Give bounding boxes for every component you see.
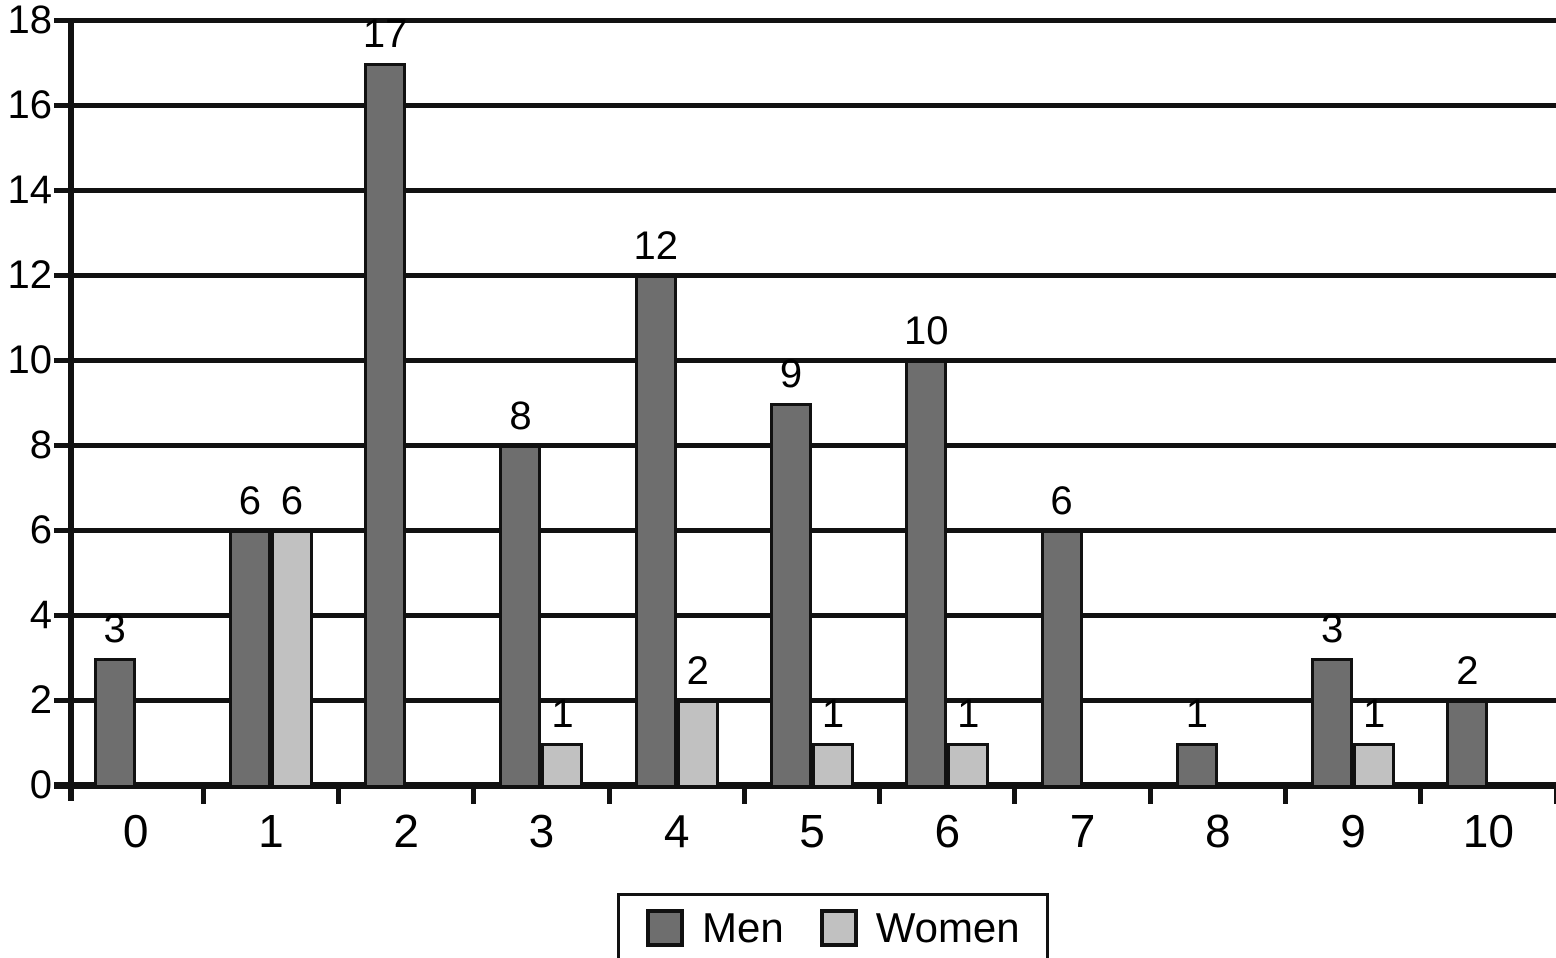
bar-men xyxy=(499,445,542,788)
x-tick-label: 5 xyxy=(799,805,825,857)
bar-value-label: 1 xyxy=(821,691,845,736)
bar-value-label: 2 xyxy=(1456,649,1479,693)
x-axis-tick xyxy=(877,785,883,804)
bar-men xyxy=(364,62,407,788)
legend-swatch-women xyxy=(819,909,858,947)
y-tick-label: 6 xyxy=(29,508,52,552)
bar-men xyxy=(93,657,136,788)
y-tick-label: 2 xyxy=(29,678,52,722)
bar-value-label: 3 xyxy=(1320,606,1344,651)
gridline xyxy=(54,187,1556,193)
bar-value-label: 10 xyxy=(904,309,949,353)
bar-men xyxy=(1446,700,1489,788)
x-tick-label: 7 xyxy=(1069,805,1096,857)
bar-value-label: 8 xyxy=(509,394,532,438)
y-tick-label: 10 xyxy=(7,338,53,382)
x-axis-tick xyxy=(606,785,612,804)
gridline xyxy=(54,272,1556,278)
bar-women xyxy=(812,742,854,788)
bar-women xyxy=(270,530,313,788)
legend: Men Women xyxy=(617,893,1049,958)
legend-item-men: Men xyxy=(646,905,784,951)
y-tick-label: 16 xyxy=(7,83,53,127)
bar-value-label: 12 xyxy=(633,224,678,268)
bar-women xyxy=(676,700,719,788)
bar-men xyxy=(770,402,812,788)
x-tick-label: 0 xyxy=(122,805,149,857)
bar-value-label: 1 xyxy=(551,691,574,736)
x-tick-label: 6 xyxy=(934,805,961,857)
bar-men xyxy=(1311,657,1354,788)
bar-women xyxy=(1353,742,1396,788)
x-axis-tick xyxy=(1147,785,1153,804)
y-tick-label: 12 xyxy=(7,253,53,297)
x-tick-label: 1 xyxy=(258,805,284,857)
bar-value-label: 17 xyxy=(362,11,408,56)
x-axis-tick xyxy=(741,785,747,804)
bar-men xyxy=(228,530,271,788)
bar-men xyxy=(1040,530,1083,788)
gridline xyxy=(54,357,1556,363)
legend-label-women: Women xyxy=(875,904,1020,951)
bar-women xyxy=(947,742,990,788)
x-axis-tick xyxy=(1553,785,1556,804)
x-tick-label: 10 xyxy=(1462,805,1514,857)
legend-swatch-men xyxy=(646,909,684,947)
bar-value-label: 6 xyxy=(1050,479,1073,523)
x-axis-tick xyxy=(1418,785,1424,804)
bar-value-label: 6 xyxy=(280,479,304,523)
bar-women xyxy=(541,742,584,788)
x-axis-tick xyxy=(336,785,342,804)
y-tick-label: 14 xyxy=(7,168,53,212)
gridline xyxy=(54,102,1556,108)
x-tick-label: 4 xyxy=(663,805,690,857)
y-tick-label: 0 xyxy=(29,763,52,807)
bar-men xyxy=(1175,742,1218,788)
bar-value-label: 1 xyxy=(1185,691,1208,736)
y-tick-label: 18 xyxy=(7,0,53,42)
x-axis-tick xyxy=(471,785,477,804)
x-tick-label: 2 xyxy=(393,805,419,857)
bar-value-label: 3 xyxy=(103,606,126,651)
x-tick-label: 3 xyxy=(528,805,555,857)
bar-value-label: 6 xyxy=(238,479,262,523)
gridline xyxy=(54,17,1556,23)
y-tick-label: 4 xyxy=(29,593,52,637)
x-tick-label: 8 xyxy=(1205,805,1231,857)
bar-value-label: 1 xyxy=(1362,691,1386,736)
bar-value-label: 9 xyxy=(779,351,803,396)
y-tick-label: 8 xyxy=(29,423,52,467)
legend-item-women: Women xyxy=(819,904,1020,951)
x-tick-label: 9 xyxy=(1340,805,1366,857)
bar-men xyxy=(905,360,948,788)
bar-value-label: 1 xyxy=(957,691,980,736)
x-axis-tick xyxy=(1012,785,1018,804)
x-axis-tick xyxy=(200,785,206,804)
x-axis-tick xyxy=(1282,785,1288,804)
y-axis-line xyxy=(68,20,74,801)
bar-value-label: 2 xyxy=(686,649,709,693)
bar-men xyxy=(634,275,677,788)
legend-label-men: Men xyxy=(702,904,784,951)
